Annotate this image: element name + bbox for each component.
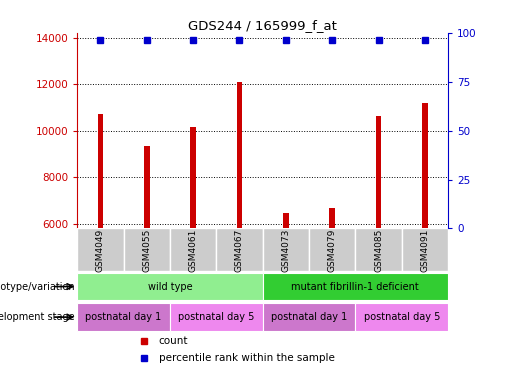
Text: development stage: development stage <box>0 312 75 322</box>
Title: GDS244 / 165999_f_at: GDS244 / 165999_f_at <box>188 19 337 32</box>
Text: mutant fibrillin-1 deficient: mutant fibrillin-1 deficient <box>291 281 419 292</box>
Bar <box>355 228 402 271</box>
Text: postnatal day 1: postnatal day 1 <box>85 312 162 322</box>
Text: postnatal day 1: postnatal day 1 <box>271 312 347 322</box>
Bar <box>124 228 170 271</box>
Bar <box>263 303 355 331</box>
Bar <box>77 228 124 271</box>
Bar <box>170 228 216 271</box>
Text: GSM4085: GSM4085 <box>374 228 383 272</box>
Bar <box>144 146 149 228</box>
Bar <box>191 127 196 228</box>
Bar <box>422 103 427 228</box>
Text: GSM4091: GSM4091 <box>420 228 430 272</box>
Text: GSM4049: GSM4049 <box>96 228 105 272</box>
Text: GSM4073: GSM4073 <box>281 228 290 272</box>
Text: GSM4061: GSM4061 <box>188 228 198 272</box>
Bar <box>170 303 263 331</box>
Bar <box>283 213 288 228</box>
Bar <box>237 82 242 228</box>
Text: GSM4067: GSM4067 <box>235 228 244 272</box>
Bar <box>263 273 448 300</box>
Text: postnatal day 5: postnatal day 5 <box>364 312 440 322</box>
Bar <box>355 303 448 331</box>
Bar <box>77 303 170 331</box>
Bar <box>330 208 335 228</box>
Text: genotype/variation: genotype/variation <box>0 281 75 292</box>
Bar <box>309 228 355 271</box>
Text: GSM4055: GSM4055 <box>142 228 151 272</box>
Bar <box>98 115 103 228</box>
Text: postnatal day 5: postnatal day 5 <box>178 312 254 322</box>
Bar <box>263 228 309 271</box>
Text: GSM4079: GSM4079 <box>328 228 337 272</box>
Text: wild type: wild type <box>148 281 192 292</box>
Bar <box>402 228 448 271</box>
Text: count: count <box>159 336 188 346</box>
Bar <box>376 116 381 228</box>
Bar <box>77 273 263 300</box>
Bar <box>216 228 263 271</box>
Text: percentile rank within the sample: percentile rank within the sample <box>159 353 335 363</box>
